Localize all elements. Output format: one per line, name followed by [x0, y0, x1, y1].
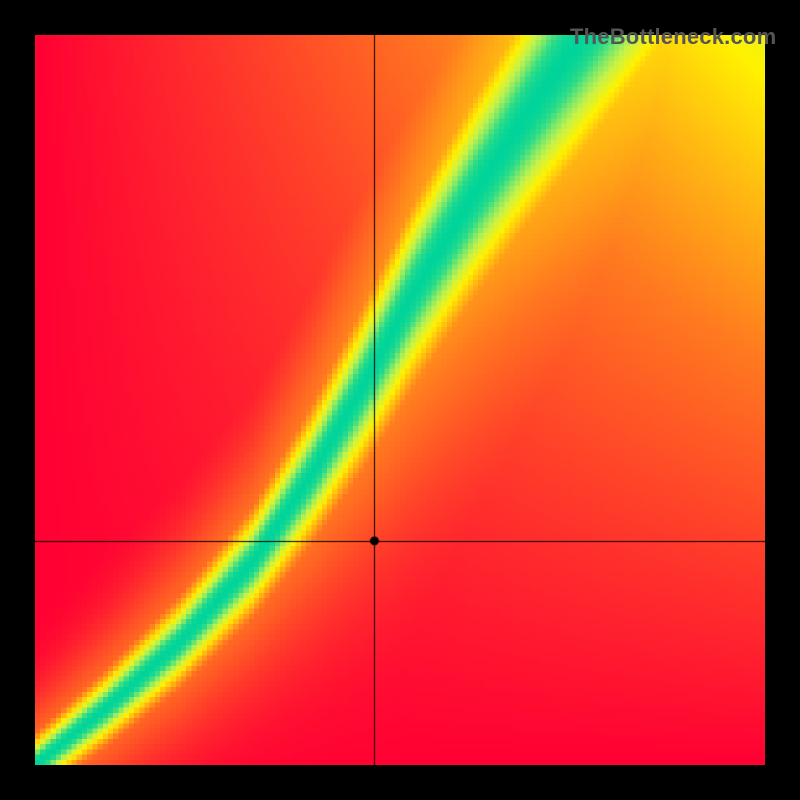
figure-root: TheBottleneck.com [0, 0, 800, 800]
watermark-text: TheBottleneck.com [570, 24, 776, 50]
bottleneck-heatmap [35, 35, 765, 765]
